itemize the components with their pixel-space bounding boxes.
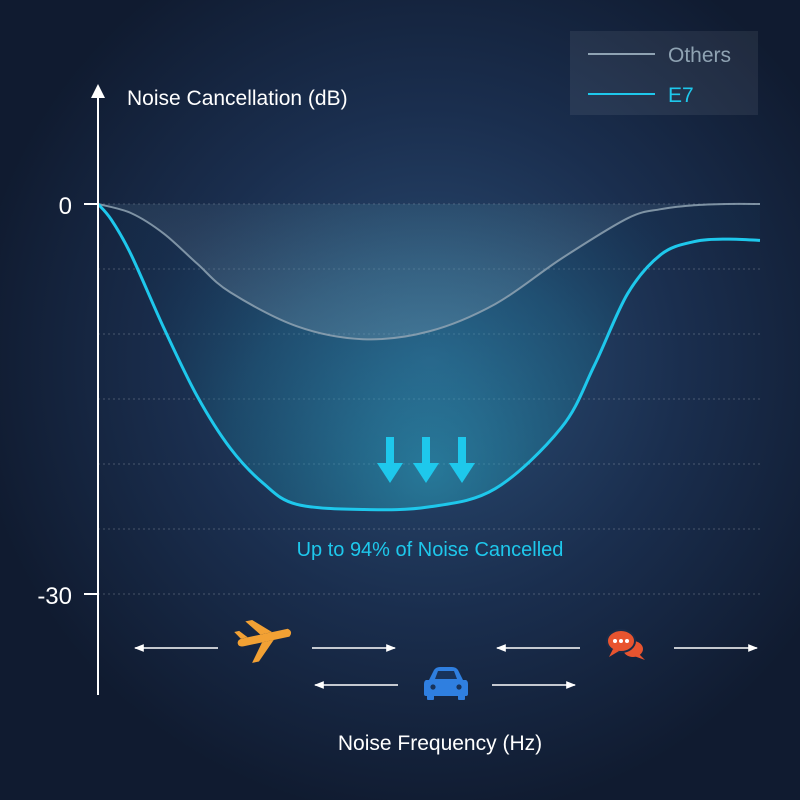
y-tick-labels: 0 -30 — [37, 193, 98, 610]
legend-box — [570, 31, 758, 115]
legend: Others E7 — [570, 31, 758, 115]
series-areas — [98, 203, 760, 510]
y-axis-label: Noise Cancellation (dB) — [127, 87, 348, 110]
legend-label-e7: E7 — [668, 84, 694, 107]
down-arrow-icon — [449, 437, 475, 483]
down-arrow-icon — [413, 437, 439, 483]
down-arrows — [377, 437, 475, 483]
noise-frequency-range-arrows — [134, 644, 758, 689]
others-area — [98, 203, 760, 340]
legend-label-others: Others — [668, 44, 731, 67]
y-axis-arrow — [91, 84, 105, 98]
y-tick-label: 0 — [59, 193, 72, 220]
noise-cancelled-annotation: Up to 94% of Noise Cancelled — [297, 539, 564, 561]
y-tick-label: -30 — [37, 583, 72, 610]
car-icon — [424, 667, 468, 700]
series-lines — [96, 202, 761, 512]
series-line-e7 — [96, 202, 761, 512]
chat-bubbles-icon — [606, 629, 645, 660]
airplane-icon — [234, 619, 292, 663]
x-axis-label: Noise Frequency (Hz) — [338, 732, 542, 755]
series-line-others — [97, 202, 761, 341]
down-arrow-icon — [377, 437, 403, 483]
